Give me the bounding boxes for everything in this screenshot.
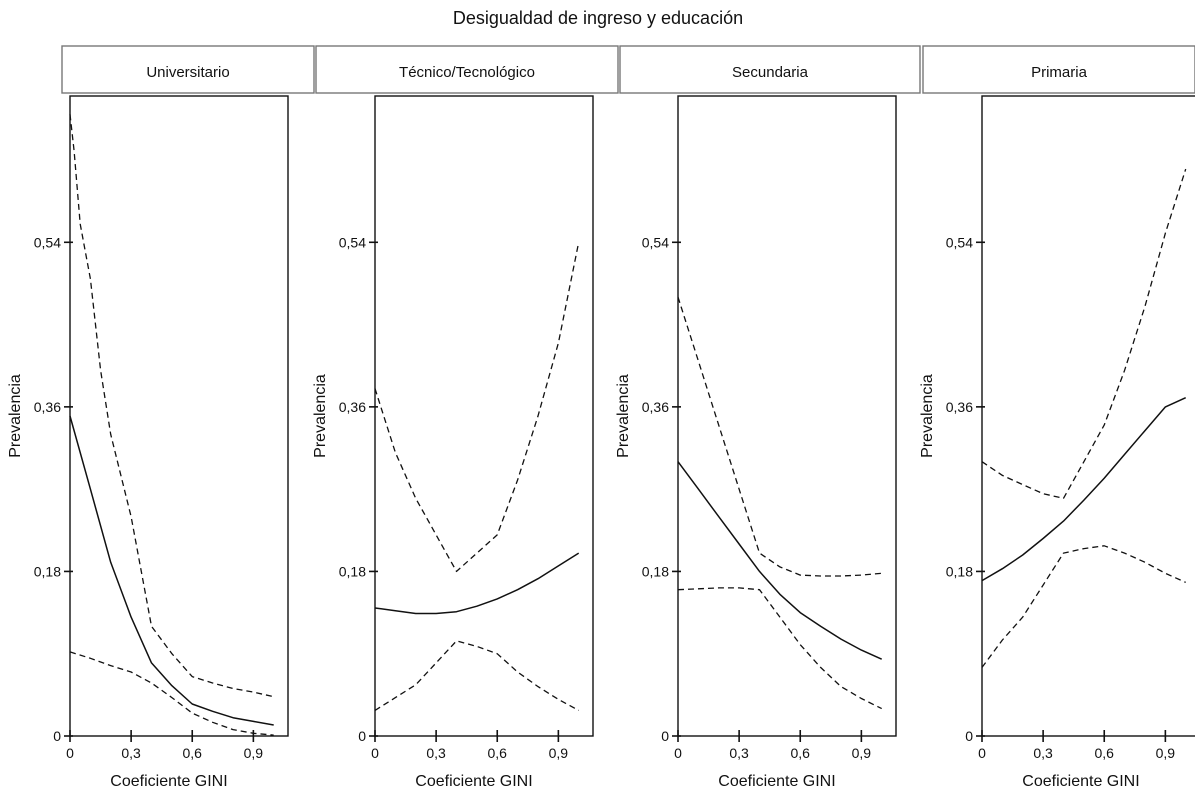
x-tick-label: 0,6 xyxy=(183,745,203,761)
strip-label: Universitario xyxy=(146,64,229,81)
y-tick-label: 0,18 xyxy=(946,563,973,579)
figure-title: Desigualdad de ingreso y educación xyxy=(453,8,743,28)
y-axis-label: Prevalencia xyxy=(615,374,632,458)
y-tick-label: 0,18 xyxy=(339,563,366,579)
panels-layer: Universitario 0 0,18 0,36 0,54 0 0,3 0,6 0,9 Coef… xyxy=(7,45,1195,790)
y-axis-label: Prevalencia xyxy=(919,374,936,458)
confidence-bound-line xyxy=(981,168,1187,499)
estimate-line xyxy=(981,397,1187,582)
y-tick-label: 0 xyxy=(53,728,61,744)
x-tick-label: 0,9 xyxy=(549,745,569,761)
y-tick-label: 0,36 xyxy=(339,399,366,415)
x-tick-label: 0 xyxy=(66,745,74,761)
y-tick-label: 0,54 xyxy=(642,234,669,250)
strip-box xyxy=(315,45,619,94)
x-tick-label: 0,6 xyxy=(488,745,508,761)
confidence-bound-line xyxy=(677,587,882,710)
y-tick-label: 0,54 xyxy=(339,234,366,250)
strip-box xyxy=(922,45,1195,94)
panel-tecnico-tecnologico: Técnico/Tecnológico 0 0,18 0,36 0,54 0 0,3 0,6 0… xyxy=(312,45,619,790)
y-tick-label: 0 xyxy=(965,728,973,744)
y-tick-label: 0,54 xyxy=(34,234,61,250)
x-tick-label: 0,3 xyxy=(729,745,749,761)
strip-label: Técnico/Tecnológico xyxy=(399,64,535,81)
plot-frame xyxy=(69,95,289,737)
x-tick-label: 0,9 xyxy=(852,745,872,761)
panel-secundaria: Secundaria 0 0,18 0,36 0,54 0 0,3 0,6 0,9 Coefici… xyxy=(615,45,921,790)
x-tick-label: 0 xyxy=(674,745,682,761)
confidence-bound-line xyxy=(374,242,580,573)
confidence-bound-line xyxy=(981,545,1186,668)
x-tick-label: 0,9 xyxy=(1156,745,1176,761)
panel-universitario: Universitario 0 0,18 0,36 0,54 0 0,3 0,6 0,9 Coef… xyxy=(7,45,315,790)
plot-frame xyxy=(677,95,897,737)
y-tick-label: 0,18 xyxy=(34,563,61,579)
x-axis-label: Coeficiente GINI xyxy=(110,773,227,790)
confidence-bound-line xyxy=(69,651,274,736)
y-tick-label: 0 xyxy=(661,728,669,744)
x-tick-label: 0,3 xyxy=(1033,745,1053,761)
x-axis-label: Coeficiente GINI xyxy=(1022,773,1139,790)
strip-label: Secundaria xyxy=(732,64,809,81)
plot-frame xyxy=(981,95,1195,737)
y-tick-label: 0,36 xyxy=(946,399,973,415)
x-tick-label: 0,6 xyxy=(791,745,811,761)
confidence-bound-line xyxy=(69,114,274,698)
y-tick-label: 0,36 xyxy=(642,399,669,415)
strip-box xyxy=(61,45,315,94)
y-axis-label: Prevalencia xyxy=(312,374,329,458)
x-tick-label: 0 xyxy=(978,745,986,761)
x-tick-label: 0 xyxy=(371,745,379,761)
y-tick-label: 0,54 xyxy=(946,234,973,250)
plot-frame xyxy=(374,95,594,737)
y-tick-label: 0,36 xyxy=(34,399,61,415)
confidence-bound-line xyxy=(374,640,580,711)
x-tick-label: 0,3 xyxy=(426,745,446,761)
strip-box xyxy=(619,45,921,94)
strip-label: Primaria xyxy=(1031,64,1087,81)
y-axis-label: Prevalencia xyxy=(7,374,24,458)
estimate-line xyxy=(69,415,274,726)
y-tick-label: 0,18 xyxy=(642,563,669,579)
y-tick-label: 0 xyxy=(358,728,366,744)
confidence-bound-line xyxy=(677,296,882,577)
x-axis-label: Coeficiente GINI xyxy=(415,773,532,790)
x-axis-label: Coeficiente GINI xyxy=(718,773,835,790)
panel-primaria: Primaria 0 0,18 0,36 0,54 0 0,3 0,6 0,9 Coeficien… xyxy=(919,45,1195,790)
x-tick-label: 0,3 xyxy=(121,745,141,761)
estimate-line xyxy=(677,461,883,660)
estimate-line xyxy=(374,552,580,615)
x-tick-label: 0,9 xyxy=(244,745,264,761)
x-tick-label: 0,6 xyxy=(1095,745,1115,761)
